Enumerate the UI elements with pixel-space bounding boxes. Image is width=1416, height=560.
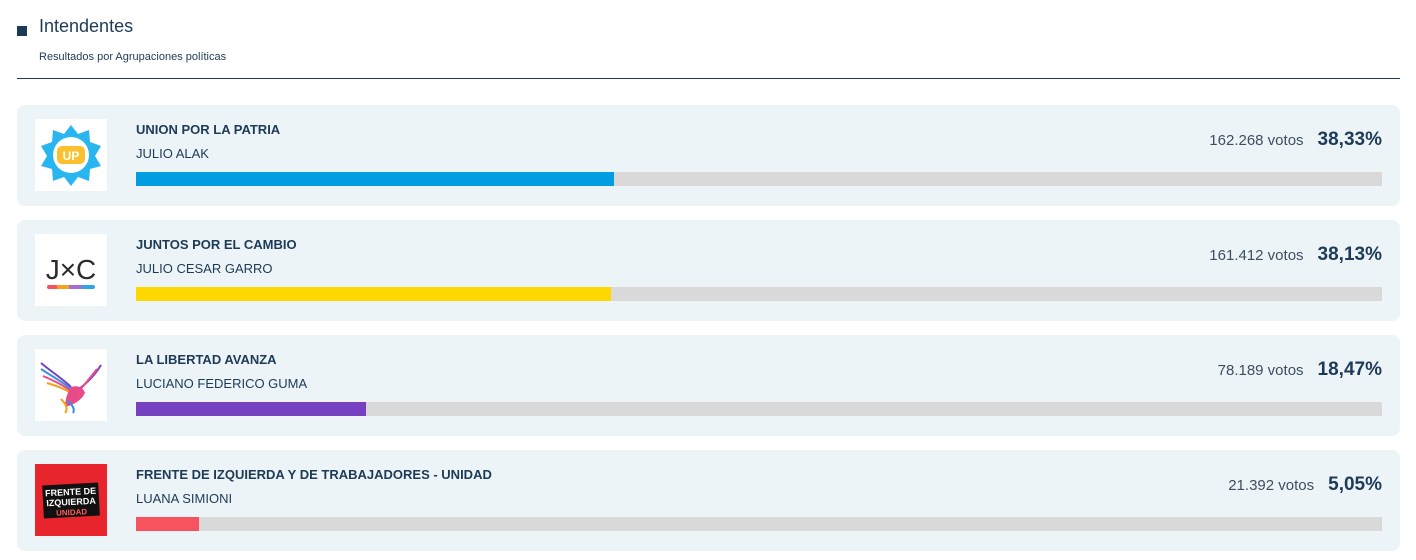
vote-share-bar bbox=[136, 172, 1382, 186]
result-card-union-por-la-patria[interactable]: UP UNION POR LA PATRIA JULIO ALAK 162.26… bbox=[17, 105, 1400, 206]
vote-count: 21.392 votos bbox=[1228, 477, 1315, 494]
result-card-frente-de-izquierda[interactable]: FRENTE DE IZQUIERDA UNIDAD FRENTE DE IZQ… bbox=[17, 450, 1400, 551]
vote-share-bar bbox=[136, 402, 1382, 416]
svg-text:J×C: J×C bbox=[46, 254, 97, 285]
candidate-name: LUCIANO FEDERICO GUMA bbox=[136, 376, 308, 391]
vote-share-fill bbox=[136, 402, 367, 416]
vote-count: 78.189 votos bbox=[1217, 362, 1304, 379]
vote-percentage: 38,33% bbox=[1317, 129, 1382, 150]
section-marker bbox=[17, 26, 27, 36]
result-card-juntos-por-el-cambio[interactable]: J×C JUNTOS POR EL CAMBIO JULIO CESAR GAR… bbox=[17, 220, 1400, 321]
page-subtitle: Resultados por Agrupaciones políticas bbox=[39, 51, 227, 63]
vote-percentage: 5,05% bbox=[1328, 474, 1382, 495]
page-title: Intendentes bbox=[39, 16, 134, 36]
vote-summary: 21.392 votos 5,05% bbox=[1228, 474, 1382, 496]
vote-count: 162.268 votos bbox=[1209, 132, 1304, 149]
result-card-la-libertad-avanza[interactable]: LA LIBERTAD AVANZA LUCIANO FEDERICO GUMA… bbox=[17, 335, 1400, 436]
frente-de-izquierda-logo: FRENTE DE IZQUIERDA UNIDAD bbox=[35, 464, 107, 536]
vote-summary: 161.412 votos 38,13% bbox=[1209, 244, 1382, 266]
vote-share-bar bbox=[136, 517, 1382, 531]
header-divider bbox=[17, 78, 1400, 79]
svg-text:UP: UP bbox=[63, 149, 80, 163]
vote-percentage: 38,13% bbox=[1317, 244, 1382, 265]
candidate-name: LUANA SIMIONI bbox=[136, 491, 233, 506]
vote-summary: 162.268 votos 38,33% bbox=[1209, 129, 1382, 151]
svg-text:FRENTE DE: FRENTE DE bbox=[45, 486, 96, 499]
vote-percentage: 18,47% bbox=[1317, 359, 1382, 380]
vote-summary: 78.189 votos 18,47% bbox=[1218, 359, 1382, 381]
eagle-logo bbox=[35, 349, 107, 421]
union-por-la-patria-logo: UP bbox=[35, 119, 107, 191]
vote-share-bar bbox=[136, 287, 1382, 301]
vote-share-fill bbox=[136, 172, 614, 186]
party-name: JUNTOS POR EL CAMBIO bbox=[136, 237, 297, 252]
party-name: UNION POR LA PATRIA bbox=[136, 122, 281, 137]
candidate-name: JULIO CESAR GARRO bbox=[136, 261, 273, 276]
svg-text:IZQUIERDA: IZQUIERDA bbox=[46, 496, 96, 509]
juntos-por-el-cambio-logo: J×C bbox=[35, 234, 107, 306]
party-name: FRENTE DE IZQUIERDA Y DE TRABAJADORES - … bbox=[136, 467, 492, 482]
candidate-name: JULIO ALAK bbox=[136, 146, 209, 161]
vote-count: 161.412 votos bbox=[1209, 247, 1304, 264]
vote-share-fill bbox=[136, 517, 199, 531]
party-name: LA LIBERTAD AVANZA bbox=[136, 352, 277, 367]
svg-text:UNIDAD: UNIDAD bbox=[56, 507, 88, 518]
vote-share-fill bbox=[136, 287, 612, 301]
